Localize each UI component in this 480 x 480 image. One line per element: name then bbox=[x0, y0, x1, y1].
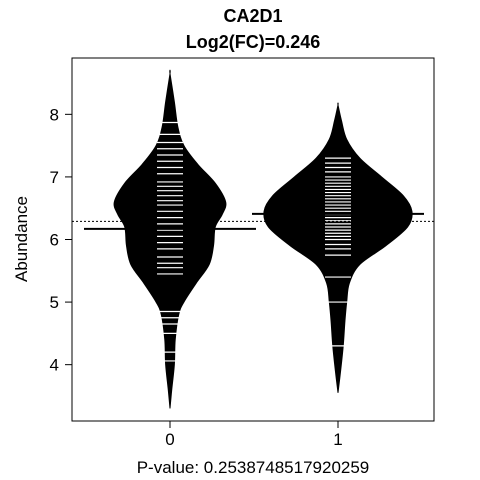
x-tick-label-1: 1 bbox=[333, 430, 342, 449]
chart-title: CA2D1 bbox=[223, 6, 282, 26]
x-axis-label: P-value: 0.2538748517920259 bbox=[137, 458, 370, 477]
x-tick-label-0: 0 bbox=[165, 430, 174, 449]
y-tick-label-5: 5 bbox=[50, 293, 59, 312]
y-tick-label-8: 8 bbox=[50, 105, 59, 124]
y-axis-label: Abundance bbox=[12, 196, 31, 282]
bean-group-1 bbox=[264, 103, 412, 393]
chart-subtitle: Log2(FC)=0.246 bbox=[186, 32, 321, 52]
y-tick-label-6: 6 bbox=[50, 231, 59, 250]
y-tick-label-4: 4 bbox=[50, 356, 59, 375]
beans-layer bbox=[114, 70, 412, 408]
bean-group-0 bbox=[114, 70, 226, 408]
y-tick-label-7: 7 bbox=[50, 168, 59, 187]
y-axis: 4 5 6 7 8 bbox=[50, 105, 72, 374]
